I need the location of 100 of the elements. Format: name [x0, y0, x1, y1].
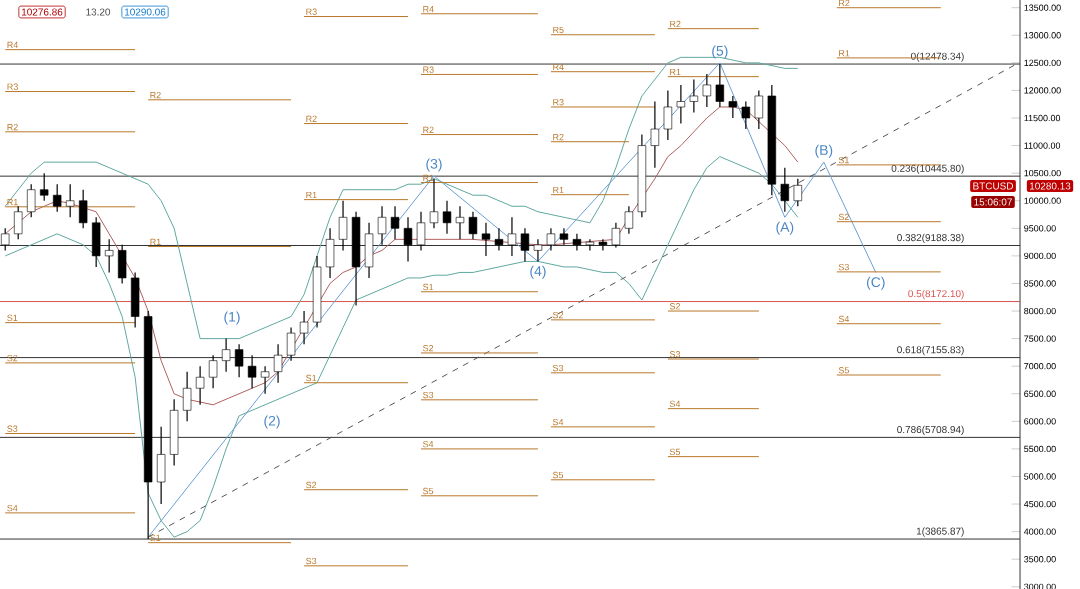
series-label: S1	[7, 314, 18, 322]
annotation: (1)	[224, 311, 240, 325]
series-label: S3	[7, 425, 18, 432]
series-label: S5	[552, 471, 564, 479]
series-label: S4	[838, 315, 850, 323]
candlestick	[585, 238, 595, 251]
series-label: R3	[423, 66, 434, 73]
candlestick	[299, 310, 309, 345]
ref-line-label: 0.618(7155.83)	[897, 345, 964, 356]
annotation: (B)	[815, 144, 833, 158]
series-label: S3	[306, 557, 317, 565]
candlestick	[390, 205, 400, 240]
candlestick	[273, 343, 283, 384]
candlestick	[650, 100, 660, 169]
annotation: (A)	[776, 221, 794, 235]
candlestick	[1, 227, 10, 251]
series-label: R2	[306, 115, 317, 122]
series-label: S5	[423, 487, 434, 495]
ref-line-label: 0.786(5708.94)	[897, 425, 964, 435]
y-tick-label: 5000.00	[1024, 473, 1056, 480]
candlestick	[572, 233, 582, 251]
candlestick	[286, 326, 296, 362]
y-tick-label: 13000.00	[1024, 32, 1061, 39]
annotation: (2)	[264, 415, 280, 429]
candlestick	[27, 183, 36, 218]
y-tick-label: 8000.00	[1024, 307, 1056, 315]
candlestick	[247, 354, 257, 389]
ref-line-label: 0.236(10445.80)	[891, 164, 964, 174]
y-tick-label: 3000.00	[1024, 583, 1056, 589]
series-label: R2	[7, 123, 18, 131]
candlestick	[65, 183, 75, 218]
candlestick	[377, 205, 387, 246]
candlestick	[793, 178, 803, 207]
series-label: R2	[670, 20, 681, 28]
y-tick-label: 13500.00	[1024, 4, 1061, 11]
ref-line-label: 0(12478.34)	[911, 52, 964, 62]
candlestick	[442, 200, 452, 235]
candlestick	[624, 205, 634, 235]
series-label: S1	[306, 374, 317, 382]
y-tick-label: 7000.00	[1024, 363, 1056, 370]
y-tick-label: 7500.00	[1024, 335, 1056, 342]
y-tick-label: 3500.00	[1024, 556, 1056, 563]
candlestick	[780, 167, 790, 213]
series-label: S4	[7, 504, 18, 512]
series-label: S3	[669, 351, 681, 358]
candlestick	[455, 205, 465, 240]
series-label: S2	[669, 303, 680, 310]
candlestick	[520, 227, 530, 263]
series-label: S4	[552, 418, 564, 426]
candlestick	[182, 371, 192, 422]
annotation: 15:06:07	[974, 198, 1012, 206]
candlestick	[494, 227, 504, 251]
y-tick-label: 9500.00	[1024, 225, 1056, 232]
candlestick	[533, 238, 543, 263]
candlestick	[14, 205, 23, 240]
candlestick	[546, 227, 556, 251]
y-tick-label: 6000.00	[1024, 418, 1056, 425]
annotation: 10290.06	[124, 8, 166, 16]
series-label: S4	[669, 400, 681, 408]
y-tick-label: 9000.00	[1024, 252, 1056, 260]
candlestick	[468, 211, 478, 240]
series-label: S3	[552, 364, 564, 372]
series-label: R1	[670, 68, 681, 76]
candlestick	[234, 343, 244, 378]
series-label: R1	[150, 238, 161, 245]
series-label: R4	[553, 63, 564, 71]
y-tick-label: 6500.00	[1024, 390, 1056, 397]
series-label: S5	[838, 367, 850, 374]
y-tick-label: 4500.00	[1023, 500, 1056, 508]
series-label: R2	[839, 0, 850, 7]
y-tick-label: 5500.00	[1024, 445, 1056, 453]
series-label: S1	[423, 283, 434, 291]
candlestick	[221, 338, 231, 373]
series-label: R2	[553, 133, 564, 141]
candlestick	[78, 189, 88, 229]
series-label: S1	[838, 156, 849, 164]
series-label: S3	[838, 263, 849, 271]
candlestick	[416, 211, 426, 251]
y-tick-label: 12500.00	[1024, 59, 1061, 67]
candlestick	[559, 227, 569, 246]
series-label: R4	[423, 6, 434, 13]
annotation: 13.20	[86, 8, 111, 16]
ref-line-label: 0.5(8172.10)	[908, 289, 964, 300]
series-label: S2	[552, 311, 564, 319]
candlestick	[208, 354, 218, 389]
candlestick	[338, 200, 348, 251]
y-tick-label: 11500.00	[1024, 114, 1061, 122]
candlestick	[507, 216, 517, 257]
candlestick	[481, 222, 491, 257]
candlestick	[663, 89, 673, 141]
y-tick-label: 12000.00	[1024, 87, 1061, 94]
series-label: R2	[150, 91, 161, 99]
candlestick	[754, 89, 764, 130]
series-label: S2	[423, 345, 434, 352]
y-tick-label: 8500.00	[1024, 280, 1056, 287]
annotation: (5)	[712, 45, 728, 59]
series-label: S3	[423, 391, 434, 399]
series-label: R3	[7, 83, 18, 90]
series-label: R4	[7, 41, 18, 49]
series-label: R5	[553, 26, 564, 34]
